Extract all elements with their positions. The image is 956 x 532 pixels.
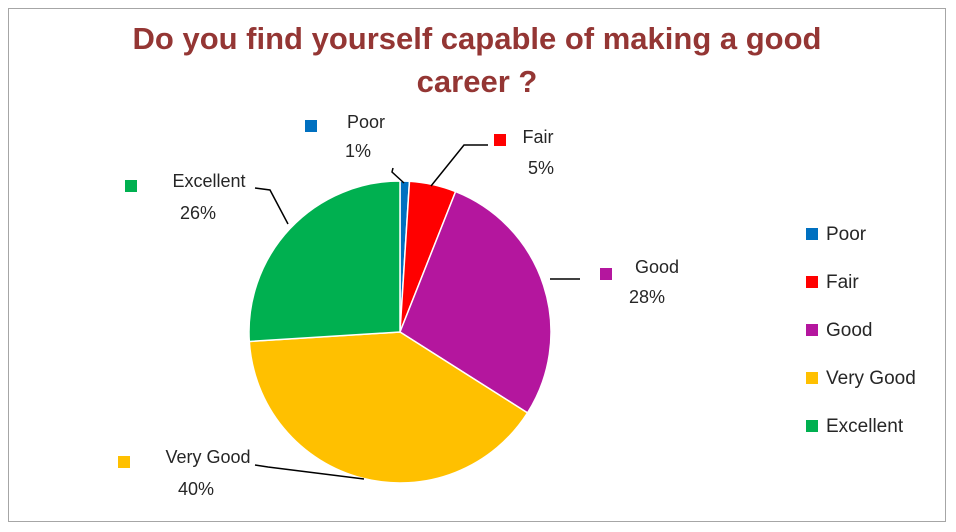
leader-line-excellent	[254, 187, 289, 225]
legend-label-excellent: Excellent	[826, 416, 904, 437]
data-label-name-very-good: Very Good	[165, 447, 250, 467]
leader-line-very-good	[254, 464, 365, 480]
legend-swatch-very-good	[806, 372, 818, 384]
data-label-key-excellent	[125, 180, 137, 192]
data-label-value-good: 28%	[629, 287, 665, 307]
legend-swatch-fair	[806, 276, 818, 288]
data-label-value-very-good: 40%	[178, 479, 214, 499]
data-label-key-poor	[305, 120, 317, 132]
data-label-key-good	[600, 268, 612, 280]
legend-swatch-excellent	[806, 420, 818, 432]
data-label-value-excellent: 26%	[180, 203, 216, 223]
data-labels: Poor 1% Fair 5% Good 28% Very Good 40% Excellent…	[118, 112, 679, 499]
chart-title: Do you find yourself capable of making a…	[132, 21, 822, 99]
data-label-name-fair: Fair	[523, 127, 554, 147]
legend-label-very-good: Very Good	[826, 368, 916, 389]
data-label-value-poor: 1%	[345, 141, 371, 161]
legend-swatch-good	[806, 324, 818, 336]
pie-slice-good	[399, 190, 552, 414]
pie-slices	[248, 180, 552, 484]
leader-line-fair	[430, 144, 488, 187]
leader-line-poor	[391, 167, 405, 184]
data-label-name-poor: Poor	[347, 112, 385, 132]
legend-label-good: Good	[826, 320, 872, 341]
pie-slice-excellent	[248, 180, 401, 343]
data-label-name-good: Good	[635, 257, 679, 277]
data-label-value-fair: 5%	[528, 158, 554, 178]
legend-swatch-poor	[806, 228, 818, 240]
data-label-key-very-good	[118, 456, 130, 468]
legend-label-fair: Fair	[826, 272, 859, 293]
data-label-name-excellent: Excellent	[172, 171, 245, 191]
legend: Poor Fair Good Very Good Excellent	[806, 224, 916, 437]
data-label-key-fair	[494, 134, 506, 146]
legend-label-poor: Poor	[826, 224, 867, 245]
leader-lines	[254, 144, 580, 480]
